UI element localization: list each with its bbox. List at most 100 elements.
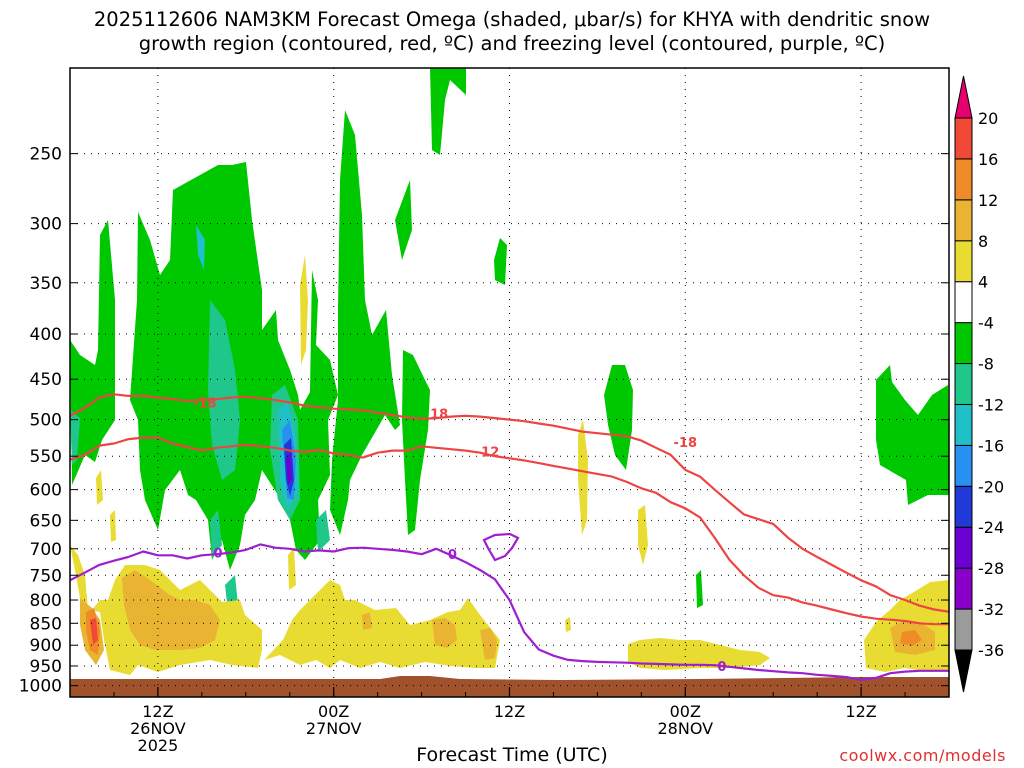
colorbar-bin <box>954 526 973 569</box>
colorbar-bin <box>954 158 973 201</box>
y-tick-label: 350 <box>30 274 62 294</box>
contour-label: 0 <box>717 660 726 675</box>
omega-descent-area <box>300 255 308 365</box>
omega-descent-area <box>264 580 500 668</box>
y-tick-label: 500 <box>30 411 62 431</box>
omega-ascent-core <box>70 410 80 465</box>
contour-label: -18 <box>193 396 217 411</box>
omega-ascent-area <box>70 220 115 485</box>
colorbar-bin <box>954 240 973 283</box>
x-tick-label: 00Z <box>670 702 701 721</box>
y-tick-label: 250 <box>30 145 62 165</box>
omega-ascent-area <box>696 570 703 608</box>
colorbar-tick-label: -28 <box>978 559 1004 578</box>
contour-label: -12 <box>476 445 500 460</box>
credit-text: coolwx.com/models <box>839 746 1006 765</box>
omega-ascent-area <box>402 350 430 535</box>
omega-descent-area <box>578 420 588 535</box>
omega-ascent-core <box>286 452 292 485</box>
x-tick-label: 27NOV <box>306 719 362 738</box>
omega-descent-area <box>638 505 648 565</box>
omega-descent-core <box>432 618 457 648</box>
chart-title-line-1: 2025112606 NAM3KM Forecast Omega (shaded… <box>93 8 931 31</box>
x-tick-label: 12Z <box>494 702 525 721</box>
omega-descent-core <box>480 628 497 660</box>
omega-descent-core <box>900 630 922 646</box>
omega-descent-core <box>90 618 98 645</box>
omega-descent-area <box>565 617 571 632</box>
colorbar-min-arrow <box>954 649 973 693</box>
y-axis: 2503003504004505005506006507007508008509… <box>19 145 949 697</box>
colorbar-tick-label: -20 <box>978 477 1004 496</box>
omega-descent-core <box>362 612 372 630</box>
y-tick-label: 300 <box>30 215 62 235</box>
y-tick-label: 950 <box>30 657 62 677</box>
colorbar-bin <box>954 608 973 651</box>
freezing-level-loop <box>482 532 520 562</box>
colorbar-bin <box>954 281 973 324</box>
omega-ascent-core <box>210 510 222 558</box>
contour-label: 0 <box>448 548 457 563</box>
colorbar-bin <box>954 567 973 610</box>
colorbar-bin <box>954 322 973 365</box>
contour-line-series-0 <box>70 393 949 613</box>
x-tick-label: 2025 <box>138 736 179 755</box>
colorbar-tick-label: -8 <box>978 355 994 374</box>
colorbar-tick-label: 16 <box>978 150 998 169</box>
omega-ascent-core <box>316 510 330 552</box>
omega-descent-area <box>288 548 296 590</box>
contour-lines <box>70 393 949 682</box>
omega-ascent-area <box>330 110 400 535</box>
colorbar-bin <box>954 444 973 487</box>
y-tick-label: 600 <box>30 481 62 501</box>
omega-ascent-area <box>876 365 949 505</box>
colorbar-tick-label: -24 <box>978 518 1004 537</box>
omega-ascent-core <box>208 300 240 480</box>
contour-label: -18 <box>674 436 698 451</box>
colorbar-tick-label: 12 <box>978 191 998 210</box>
y-tick-label: 700 <box>30 540 62 560</box>
colorbar-tick-label: -4 <box>978 314 994 333</box>
omega-descent-area <box>628 638 770 670</box>
colorbar-bin <box>954 403 973 446</box>
y-tick-label: 1000 <box>19 677 62 697</box>
chart-title-line-2: growth region (contoured, red, ºC) and f… <box>138 32 886 55</box>
colorbar-tick-label: -36 <box>978 641 1004 660</box>
colorbar-tick-label: 20 <box>978 109 998 128</box>
colorbar-bin <box>954 363 973 405</box>
x-axis-label: Forecast Time (UTC) <box>416 744 608 766</box>
contour-label: 0 <box>213 547 222 562</box>
colorbar-bin <box>954 485 973 528</box>
omega-descent-area <box>96 470 103 505</box>
omega-ascent-area <box>395 180 412 260</box>
omega-descent-area <box>110 510 116 542</box>
omega-shading <box>70 68 949 697</box>
omega-ascent-area <box>604 365 633 470</box>
y-tick-label: 400 <box>30 325 62 345</box>
colorbar: -36 -32 -28 -24 -20 -16 -12 -8 -4 4 8 12 16 20 <box>954 75 1004 693</box>
omega-ascent-area <box>494 238 507 285</box>
colorbar-bin <box>954 199 973 242</box>
y-tick-label: 450 <box>30 370 62 390</box>
y-tick-label: 650 <box>30 511 62 531</box>
terrain <box>70 676 949 697</box>
omega-ascent-core <box>196 225 205 270</box>
colorbar-tick-label: 8 <box>978 232 988 251</box>
omega-descent-core <box>122 570 220 650</box>
x-tick-label: 00Z <box>318 702 349 721</box>
y-tick-label: 750 <box>30 566 62 586</box>
x-tick-label: 12Z <box>845 702 876 721</box>
contour-line-series-1 <box>70 436 949 626</box>
contour-label: 18 <box>430 407 448 422</box>
y-tick-label: 800 <box>30 591 62 611</box>
x-tick-label: 12Z <box>142 702 173 721</box>
colorbar-tick-label: -12 <box>978 395 1004 414</box>
x-tick-label: 28NOV <box>658 719 714 738</box>
omega-ascent-area <box>430 68 466 155</box>
colorbar-max-arrow <box>954 75 973 119</box>
contour-labels: -18 18 -12 -18 0 0 0 <box>193 396 726 675</box>
contour-line-series-2 <box>70 543 949 682</box>
colorbar-tick-label: -16 <box>978 436 1004 455</box>
